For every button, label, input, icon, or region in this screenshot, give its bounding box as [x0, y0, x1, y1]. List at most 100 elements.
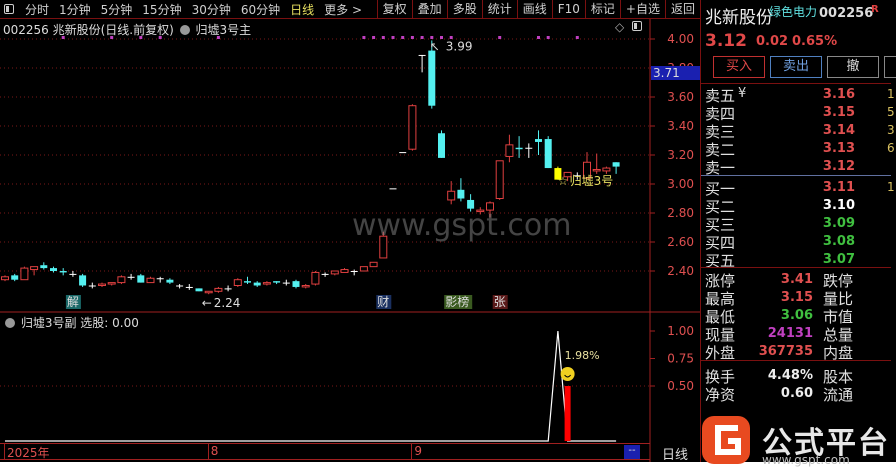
bid-row[interactable]: 买一 3.11 1: [705, 178, 895, 198]
candle[interactable]: [438, 130, 445, 158]
toolbar-action-8[interactable]: 返回: [664, 0, 700, 19]
candle[interactable]: [486, 201, 494, 218]
ask-row[interactable]: 卖五 ¥3.16 1: [705, 85, 895, 105]
ask-row[interactable]: 卖一 3.12: [705, 157, 895, 177]
candle[interactable]: [535, 130, 542, 155]
candle[interactable]: [428, 40, 436, 109]
candle[interactable]: [573, 172, 581, 180]
candle[interactable]: [418, 54, 426, 73]
candle[interactable]: [137, 273, 145, 283]
candle[interactable]: [476, 207, 485, 215]
candle[interactable]: [563, 171, 572, 182]
event-badge[interactable]: 财: [377, 295, 389, 309]
candle[interactable]: [350, 269, 358, 276]
candle[interactable]: [20, 266, 29, 281]
candle[interactable]: [59, 268, 67, 276]
candle[interactable]: [156, 276, 164, 283]
candle[interactable]: [301, 284, 310, 289]
candle[interactable]: [69, 271, 77, 277]
ask-row[interactable]: 卖四 3.15 5: [705, 103, 895, 123]
cancel-order-button[interactable]: 撤: [827, 56, 879, 78]
candle[interactable]: [204, 290, 213, 295]
ask-row[interactable]: 卖三 3.14 3: [705, 121, 895, 141]
period-tab-2[interactable]: 5分钟: [100, 2, 133, 17]
candle[interactable]: [50, 266, 57, 273]
candle[interactable]: [224, 285, 232, 292]
candle[interactable]: [554, 166, 562, 180]
candle[interactable]: [253, 281, 261, 287]
candle[interactable]: [379, 231, 388, 259]
candle[interactable]: [146, 276, 155, 284]
toolbar-action-0[interactable]: 复权: [376, 0, 412, 19]
toolbar-action-5[interactable]: F10: [551, 0, 585, 19]
more-button[interactable]: [884, 56, 896, 78]
candle[interactable]: [214, 286, 223, 293]
candle[interactable]: [311, 271, 320, 286]
candle[interactable]: [447, 181, 456, 205]
period-tab-5[interactable]: 60分钟: [240, 2, 281, 17]
candle[interactable]: [1, 275, 9, 282]
candle[interactable]: [495, 160, 504, 200]
sell-button[interactable]: 卖出: [770, 56, 822, 78]
candle[interactable]: [233, 278, 242, 287]
sub-indicator-dropdown-icon[interactable]: [5, 318, 15, 328]
candle[interactable]: [612, 162, 620, 174]
toolbar-action-2[interactable]: 多股: [446, 0, 482, 19]
candle[interactable]: [369, 261, 378, 268]
period-tab-4[interactable]: 30分钟: [191, 2, 231, 17]
candle[interactable]: [244, 276, 251, 285]
candle[interactable]: [262, 281, 271, 286]
main-indicator-name[interactable]: 归墟3号主: [195, 23, 252, 37]
window-icon[interactable]: [632, 21, 643, 31]
candle[interactable]: [195, 288, 203, 292]
toolbar-action-6[interactable]: 标记: [584, 0, 620, 19]
candle[interactable]: [399, 152, 407, 154]
candle[interactable]: [592, 153, 601, 174]
bid-row[interactable]: 买五 3.07: [705, 250, 895, 270]
candle[interactable]: [185, 284, 193, 290]
candle[interactable]: [79, 273, 87, 287]
toolbar-action-1[interactable]: 叠加: [411, 0, 447, 19]
event-badge[interactable]: 张: [494, 295, 506, 309]
panel-toggle-icon[interactable]: [4, 4, 14, 14]
candle[interactable]: [282, 279, 290, 286]
bid-row[interactable]: 买三 3.09: [705, 214, 895, 234]
candle[interactable]: [127, 273, 135, 280]
candle[interactable]: [30, 266, 39, 276]
period-tab-3[interactable]: 15分钟: [142, 2, 182, 17]
candle[interactable]: [505, 134, 514, 163]
candle[interactable]: [583, 152, 591, 179]
candle[interactable]: [330, 270, 339, 276]
event-badge[interactable]: 解: [67, 295, 79, 309]
sub-indicator-name[interactable]: 归墟3号副: [20, 316, 77, 330]
candle[interactable]: [273, 281, 281, 285]
period-tab-6[interactable]: 日线: [290, 2, 315, 17]
ask-row[interactable]: 卖二 3.13 6: [705, 139, 895, 159]
event-badge[interactable]: 影榜: [445, 294, 469, 309]
toolbar-action-3[interactable]: 统计: [481, 0, 517, 19]
candle[interactable]: [107, 282, 116, 286]
toolbar-action-4[interactable]: 画线: [516, 0, 552, 19]
candle[interactable]: [11, 273, 19, 282]
candle[interactable]: [389, 188, 397, 190]
candle[interactable]: [117, 275, 126, 285]
toolbar-action-7[interactable]: +自选: [619, 0, 665, 19]
period-tab-7[interactable]: 更多 >: [324, 2, 363, 17]
candle[interactable]: [602, 166, 611, 174]
candle[interactable]: [321, 272, 329, 277]
candle[interactable]: [457, 178, 465, 202]
axis-nav-button[interactable]: --: [624, 445, 640, 459]
indicator-dropdown-icon[interactable]: [179, 25, 190, 35]
candle[interactable]: [515, 136, 523, 158]
candle[interactable]: [88, 282, 96, 289]
candle[interactable]: [292, 279, 300, 289]
diamond-icon[interactable]: ◇: [615, 20, 625, 34]
candle[interactable]: [467, 194, 475, 212]
candle[interactable]: [525, 143, 533, 158]
stock-sector[interactable]: 绿色电力: [769, 5, 818, 19]
candle[interactable]: [408, 104, 417, 151]
candle[interactable]: [40, 262, 48, 270]
bid-row[interactable]: 买四 3.08: [705, 232, 895, 252]
period-tab-0[interactable]: 分时: [25, 2, 50, 17]
candle[interactable]: [340, 268, 349, 273]
